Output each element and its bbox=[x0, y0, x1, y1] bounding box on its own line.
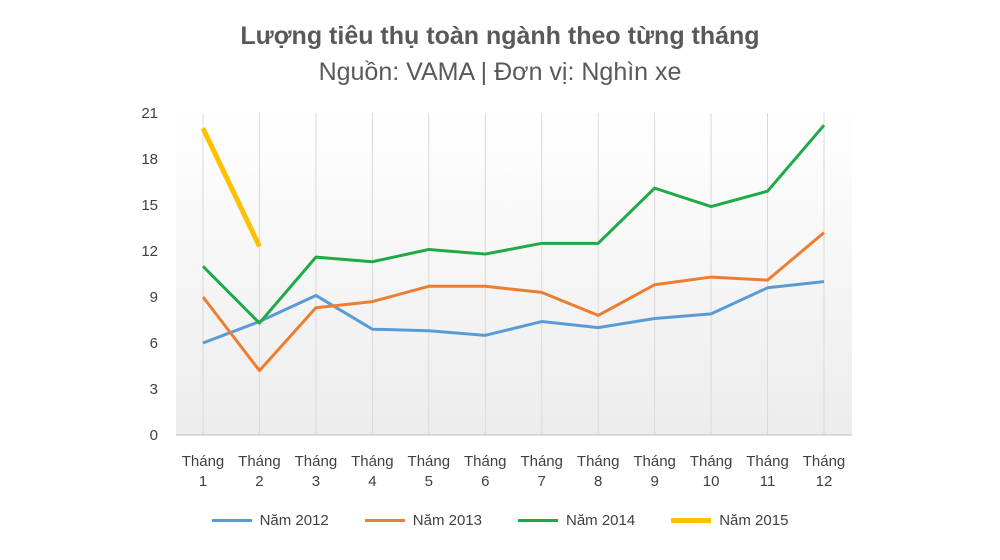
x-tick-label: Tháng 5 bbox=[408, 453, 451, 490]
legend-item: Năm 2013 bbox=[364, 512, 482, 529]
y-tick-label: 0 bbox=[150, 427, 158, 444]
series-line-năm-2013 bbox=[201, 231, 825, 373]
legend-swatch bbox=[364, 519, 405, 522]
y-tick-label: 3 bbox=[150, 381, 158, 398]
series-line-năm-2014 bbox=[201, 124, 826, 325]
line-chart: Tháng 1 Tháng 2 Tháng 3 Tháng 4 Tháng 5 Tháng 6 Thán… bbox=[141, 105, 852, 490]
legend-label: Năm 2015 bbox=[719, 512, 789, 529]
legend-swatch bbox=[671, 518, 712, 523]
legend: Năm 2012 Năm 2013 Năm 2014 Năm 2015 bbox=[0, 512, 1000, 529]
x-tick-label: Tháng 7 bbox=[520, 453, 563, 490]
legend-item: Năm 2014 bbox=[518, 512, 635, 529]
legend-label: Năm 2014 bbox=[566, 512, 636, 529]
x-tick-label: Tháng 3 bbox=[295, 453, 338, 490]
legend-swatch bbox=[518, 519, 558, 522]
x-tick-label: Tháng 8 bbox=[577, 453, 620, 490]
y-tick-label: 12 bbox=[141, 243, 158, 260]
series-line-năm-2012 bbox=[202, 280, 825, 345]
x-tick-label: Tháng 2 bbox=[238, 453, 281, 490]
x-tick-label: Tháng 12 bbox=[803, 453, 846, 490]
legend-item: Năm 2012 bbox=[211, 512, 329, 529]
y-tick-label: 15 bbox=[141, 197, 158, 214]
y-tick-label: 6 bbox=[150, 335, 158, 352]
chart-subtitle: Nguồn: VAMA | Đơn vị: Nghìn xe bbox=[318, 58, 682, 86]
x-tick-label: Tháng 4 bbox=[351, 453, 394, 490]
legend-label: Năm 2013 bbox=[412, 512, 482, 529]
y-tick-label: 21 bbox=[141, 105, 158, 122]
series-line-năm-2015 bbox=[200, 127, 262, 248]
x-tick-label: Tháng 6 bbox=[464, 453, 507, 490]
chart-title: Lượng tiêu thụ toàn ngành theo từng thán… bbox=[240, 22, 760, 50]
x-tick-label: Tháng 10 bbox=[690, 453, 733, 490]
legend-swatch bbox=[211, 519, 252, 522]
x-tick-label: Tháng 1 bbox=[182, 453, 225, 490]
legend-item: Năm 2015 bbox=[671, 512, 788, 529]
x-tick-label: Tháng 9 bbox=[633, 453, 676, 490]
legend-label: Năm 2012 bbox=[259, 512, 329, 529]
plot-area bbox=[176, 110, 852, 435]
y-tick-label: 9 bbox=[150, 289, 158, 306]
y-tick-label: 18 bbox=[141, 151, 158, 168]
x-tick-label: Tháng 11 bbox=[746, 453, 789, 490]
